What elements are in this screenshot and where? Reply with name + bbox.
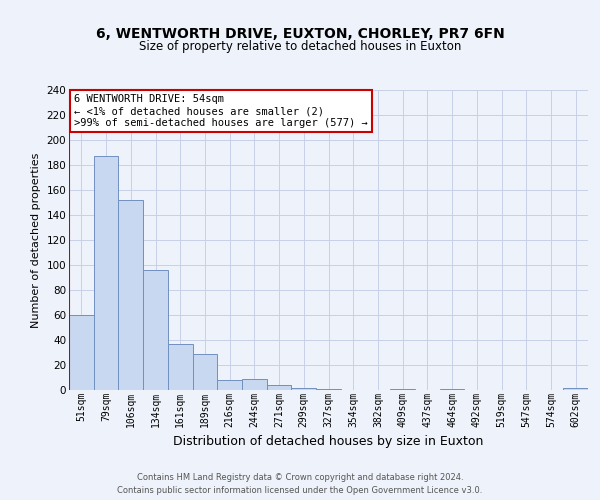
Text: Size of property relative to detached houses in Euxton: Size of property relative to detached ho… (139, 40, 461, 53)
Text: Contains HM Land Registry data © Crown copyright and database right 2024.
Contai: Contains HM Land Registry data © Crown c… (118, 474, 482, 495)
Bar (292, 388, 316, 390)
Bar (267, 385, 292, 390)
Bar (94, 156, 118, 390)
Bar (316, 389, 341, 390)
Bar (69, 315, 94, 390)
Bar (390, 389, 415, 390)
Y-axis label: Number of detached properties: Number of detached properties (31, 152, 41, 328)
Bar (440, 389, 464, 390)
Text: 6, WENTWORTH DRIVE, EUXTON, CHORLEY, PR7 6FN: 6, WENTWORTH DRIVE, EUXTON, CHORLEY, PR7… (95, 28, 505, 42)
Bar (242, 379, 267, 390)
Text: 6 WENTWORTH DRIVE: 54sqm
← <1% of detached houses are smaller (2)
>99% of semi-d: 6 WENTWORTH DRIVE: 54sqm ← <1% of detach… (74, 94, 368, 128)
Bar (563, 388, 588, 390)
Bar (168, 344, 193, 390)
Bar (217, 380, 242, 390)
Bar (193, 354, 217, 390)
Bar (143, 270, 168, 390)
X-axis label: Distribution of detached houses by size in Euxton: Distribution of detached houses by size … (173, 435, 484, 448)
Bar (118, 200, 143, 390)
